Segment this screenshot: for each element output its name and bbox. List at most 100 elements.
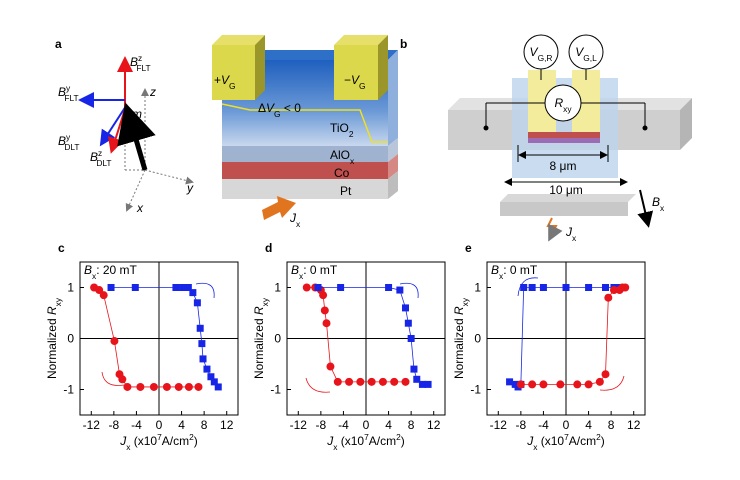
annotation-part: : 0 mT — [303, 263, 338, 277]
layer-label: TiO2 — [330, 121, 354, 139]
gate-label-part: < 0 — [281, 101, 302, 115]
circle-marker — [123, 382, 132, 391]
x-tick-label: -12 — [290, 418, 308, 432]
x-axis-label-part: J — [326, 434, 334, 448]
circle-marker — [320, 306, 329, 315]
x-tick-label: -4 — [131, 418, 142, 432]
square-marker — [193, 299, 201, 307]
y-tick-label: -1 — [270, 383, 281, 397]
annotation: Bx: 20 mT — [84, 263, 138, 281]
x-axis-label: Jx (x107A/cm2) — [326, 432, 405, 452]
circle-marker — [326, 362, 335, 371]
square-marker — [107, 284, 115, 291]
voltmeter-label-part: G,R — [538, 53, 553, 63]
x-axis-label-part: A/cm — [162, 434, 189, 448]
y-tick-label: 1 — [67, 281, 74, 295]
x-tick-label: 12 — [220, 418, 234, 432]
y-tick-label: -1 — [63, 383, 74, 397]
circle-marker — [378, 377, 387, 386]
vector-label-part: z — [98, 148, 102, 158]
vector-label-part: FLT — [64, 93, 78, 103]
circle-marker — [556, 380, 565, 389]
annotation-part: : 0 mT — [503, 263, 538, 277]
square-marker — [418, 380, 426, 388]
square-marker — [199, 355, 207, 363]
square-marker — [506, 378, 514, 386]
axis-label: y — [186, 181, 194, 195]
axis-label: x — [136, 201, 144, 215]
circle-marker — [401, 377, 410, 386]
current-label-part: J — [289, 211, 297, 225]
voltmeter-label-part: G,L — [583, 53, 597, 63]
circle-marker — [609, 286, 618, 295]
square-marker — [179, 284, 187, 291]
series-line — [306, 287, 406, 383]
layer-label: AlOx — [330, 148, 355, 166]
sweep-arrow — [101, 371, 125, 386]
annotation-part: x — [499, 271, 504, 281]
annotation-part: B — [84, 263, 92, 277]
current-label-part: x — [296, 219, 301, 229]
x-axis-label-part: J — [526, 434, 534, 448]
annotation-part: x — [299, 271, 304, 281]
x-axis-label-part: x — [126, 442, 131, 452]
square-marker — [539, 284, 547, 291]
panel-label: a — [55, 37, 62, 51]
circle-marker — [601, 370, 610, 379]
hall-label: Rxy — [554, 96, 572, 114]
y-axis-label-part: Normalized — [45, 315, 59, 379]
vector-label-part: z — [138, 53, 142, 63]
circle-marker — [345, 377, 354, 386]
sweep-arrow — [305, 377, 331, 393]
electrode-label-part: V — [351, 73, 360, 87]
square-marker — [203, 365, 211, 373]
axis-label: z — [149, 85, 156, 99]
x-axis-label-part: 2 — [189, 432, 194, 442]
electrode-label-part: + — [214, 73, 221, 87]
square-marker — [196, 324, 204, 332]
annotation: Bx: 0 mT — [291, 263, 338, 281]
y-tick-label: 1 — [474, 281, 481, 295]
layer-label-part: 2 — [349, 129, 354, 139]
annotation-part: B — [291, 263, 299, 277]
x-tick-label: -8 — [109, 418, 120, 432]
electrode-label-part: G — [229, 81, 236, 91]
x-tick-label: -4 — [538, 418, 549, 432]
field-label-part: B — [652, 195, 660, 209]
hall-label-part: R — [554, 96, 563, 110]
x-axis-label-part: 7 — [364, 432, 369, 442]
current-label-part: x — [572, 233, 577, 243]
layer-label-part: TiO — [330, 121, 349, 135]
square-marker — [131, 284, 139, 291]
y-axis-label-part: R — [452, 306, 466, 315]
x-tick-label: -8 — [516, 418, 527, 432]
circle-marker — [110, 337, 119, 346]
x-axis-label-part: (x10 — [337, 434, 364, 448]
current-label-part: J — [565, 225, 573, 239]
current-label: Jx — [565, 225, 577, 243]
x-axis-label-part: 7 — [157, 432, 162, 442]
circle-marker — [539, 380, 548, 389]
circle-marker — [149, 382, 158, 391]
panel-label: c — [58, 241, 65, 255]
x-tick-label: 0 — [363, 418, 370, 432]
vector-label: By DLT — [58, 132, 80, 152]
axis-label: m — [132, 107, 142, 121]
x-axis-label-part: 7 — [564, 432, 569, 442]
y-axis-label-part: xy — [460, 297, 470, 306]
electrode-label: −VG — [344, 73, 366, 91]
y-axis-label: Normalized Rxy — [452, 297, 470, 379]
square-marker — [528, 284, 536, 291]
x-tick-label: 12 — [627, 418, 641, 432]
x-axis-label-part: 2 — [596, 432, 601, 442]
electrode-label: +VG — [214, 73, 236, 91]
x-tick-label: -12 — [83, 418, 101, 432]
square-marker — [402, 304, 409, 312]
vector-diagram — [78, 56, 194, 212]
panel-label: b — [400, 37, 407, 51]
square-marker — [337, 284, 345, 291]
y-tick-label: -1 — [470, 383, 481, 397]
series-line — [111, 287, 219, 388]
circle-marker — [174, 382, 183, 391]
